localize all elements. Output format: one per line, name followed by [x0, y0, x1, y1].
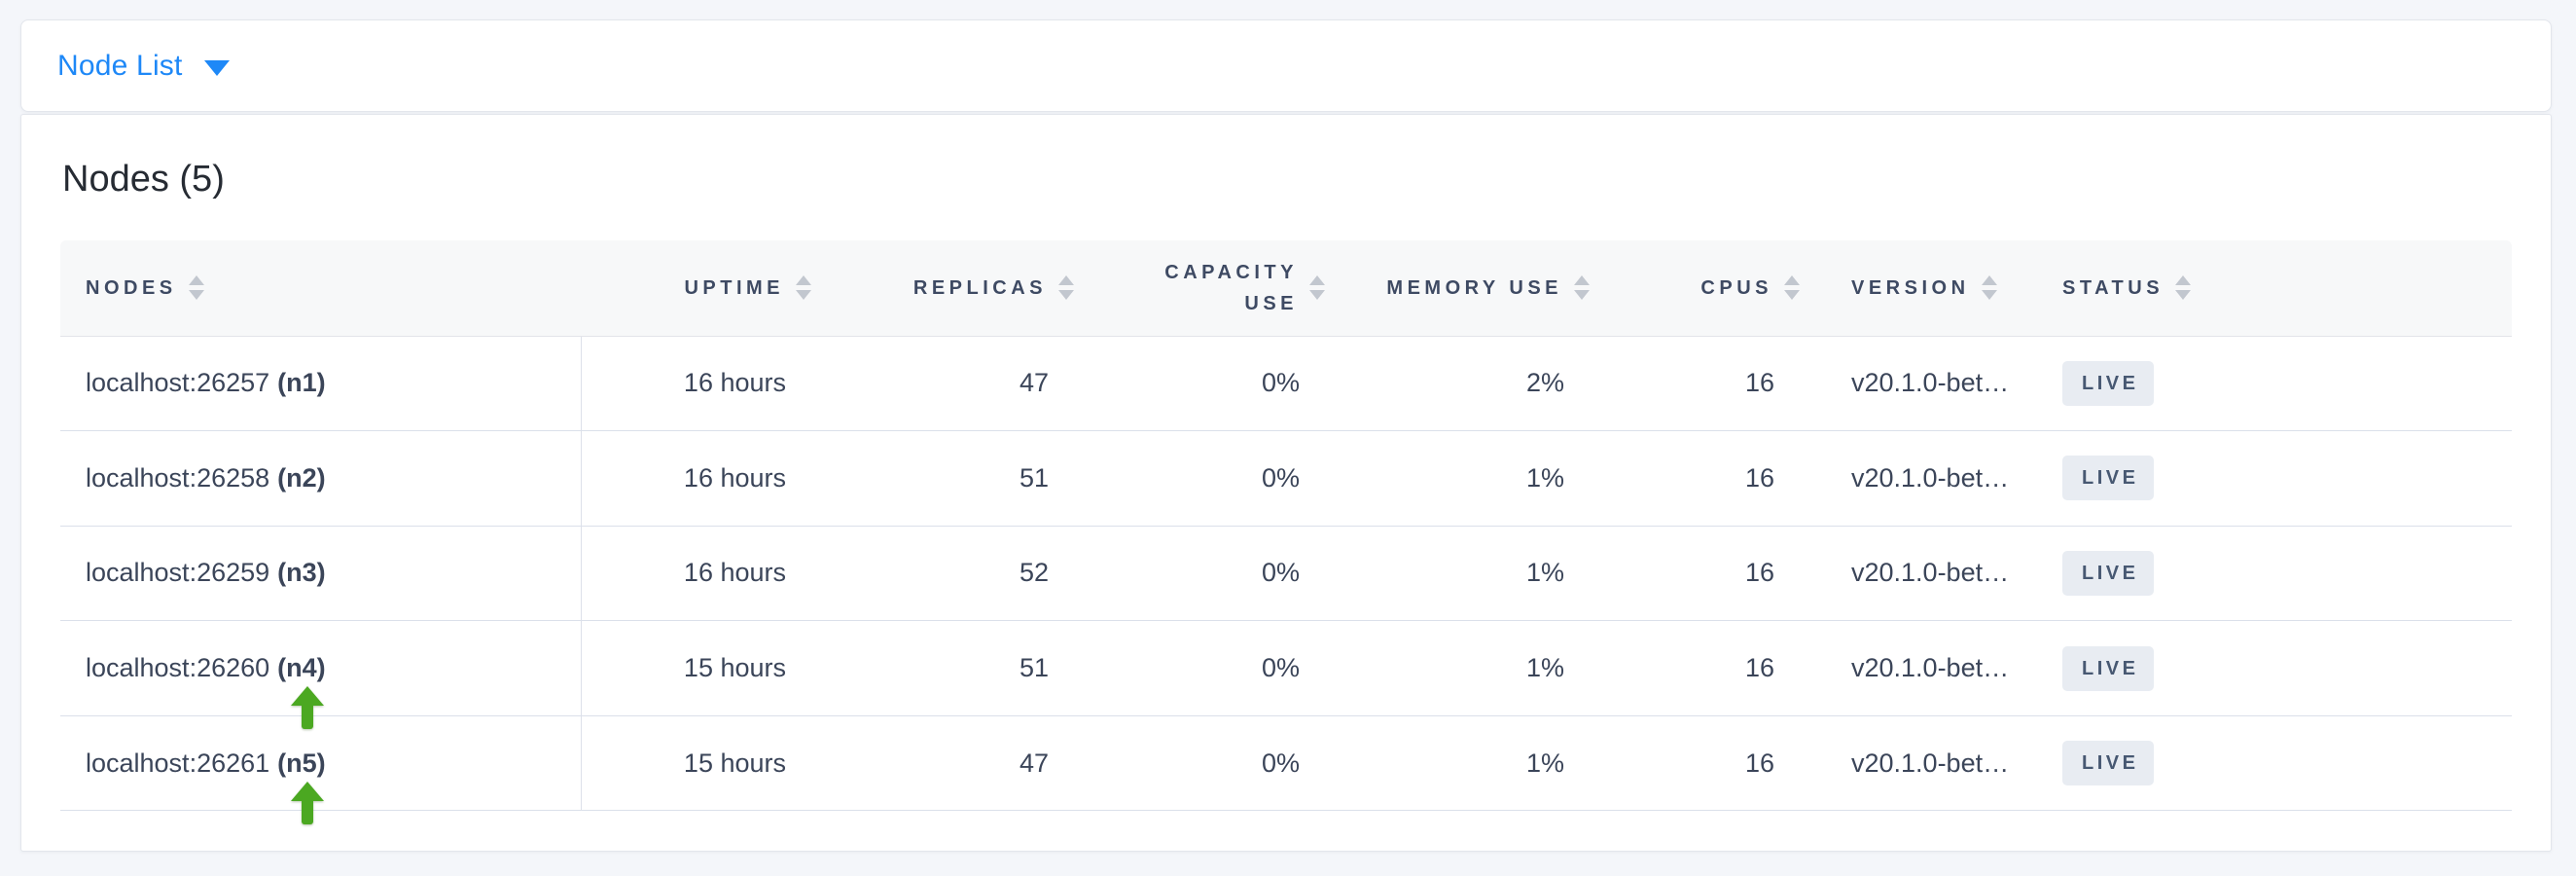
chevron-down-icon: [203, 59, 230, 76]
sort-header-version[interactable]: VERSION: [1817, 240, 2040, 337]
column-label: UPTIME: [684, 276, 784, 299]
cpus-cell: 16: [1607, 526, 1817, 622]
status-badge: LIVE: [2062, 550, 2155, 596]
cpus-cell: 16: [1607, 336, 1817, 432]
uptime-cell: 15 hours: [581, 620, 829, 716]
sort-header-capacity-use[interactable]: CAPACITY USE: [1091, 240, 1342, 337]
sort-icon: [2175, 275, 2192, 301]
memory-use-cell: 1%: [1342, 715, 1607, 812]
version-cell: v20.1.0-bet…: [1817, 620, 2040, 716]
node-address: localhost:26261: [86, 748, 270, 778]
column-label: MEMORY USE: [1386, 276, 1562, 299]
node-address: localhost:26257: [86, 368, 270, 398]
uptime-cell: 16 hours: [581, 430, 829, 527]
page-selector-card: Node List: [20, 19, 2552, 112]
sort-icon: [1981, 275, 1997, 301]
sort-header-memory-use[interactable]: MEMORY USE: [1342, 240, 1607, 337]
memory-use-cell: 2%: [1342, 336, 1607, 432]
node-address: localhost:26259: [86, 558, 270, 588]
annotation-arrow-up-n4: [291, 686, 324, 729]
cpus-cell: 16: [1607, 620, 1817, 716]
status-badge: LIVE: [2062, 456, 2155, 501]
node-list-dropdown[interactable]: Node List: [57, 50, 230, 83]
status-badge: LIVE: [2062, 645, 2155, 691]
version-cell: v20.1.0-bet…: [1817, 430, 2040, 527]
node-address: localhost:26260: [86, 653, 270, 683]
cpus-cell: 16: [1607, 715, 1817, 812]
table-header-row: NODES UPTIME REPLICAS: [60, 240, 2512, 337]
column-label: CPUS: [1700, 276, 1772, 299]
sort-icon: [188, 275, 204, 301]
capacity-use-cell: 0%: [1091, 620, 1342, 716]
capacity-use-cell: 0%: [1091, 430, 1342, 527]
version-cell: v20.1.0-bet…: [1817, 715, 2040, 812]
version-cell: v20.1.0-bet…: [1817, 526, 2040, 622]
sort-header-replicas[interactable]: REPLICAS: [829, 240, 1091, 337]
version-cell: v20.1.0-bet…: [1817, 336, 2040, 432]
column-label: REPLICAS: [912, 276, 1047, 299]
sort-header-cpus[interactable]: CPUS: [1607, 240, 1817, 337]
table-row[interactable]: localhost:26257 (n1) 16 hours 47 0% 2% 16…: [60, 336, 2512, 432]
nodes-table-wrap: NODES UPTIME REPLICAS: [60, 240, 2512, 824]
node-address: localhost:26258: [86, 462, 270, 493]
cpus-cell: 16: [1607, 430, 1817, 527]
memory-use-cell: 1%: [1342, 620, 1607, 716]
node-list-dropdown-label: Node List: [57, 49, 183, 82]
sort-icon: [1309, 275, 1325, 301]
sort-header-status[interactable]: STATUS: [2040, 240, 2512, 337]
column-label: CAPACITY USE: [1164, 261, 1298, 314]
uptime-cell: 16 hours: [581, 526, 829, 622]
capacity-use-cell: 0%: [1091, 526, 1342, 622]
memory-use-cell: 1%: [1342, 526, 1607, 622]
sort-icon: [1058, 275, 1074, 301]
sort-header-nodes[interactable]: NODES: [60, 240, 581, 337]
column-label: VERSION: [1851, 276, 1970, 299]
sort-icon: [1574, 275, 1590, 301]
table-row[interactable]: localhost:26260 (n4) 15 hours 51 0% 1% 16…: [60, 620, 2512, 716]
nodes-card: Nodes (5) NODES UPTIME: [20, 114, 2552, 852]
table-row[interactable]: localhost:26258 (n2) 16 hours 51 0% 1% 16…: [60, 430, 2512, 527]
sort-icon: [796, 275, 811, 301]
status-badge: LIVE: [2062, 741, 2155, 786]
node-id: (n1): [277, 368, 326, 398]
replicas-cell: 47: [829, 715, 1091, 812]
uptime-cell: 15 hours: [581, 715, 829, 812]
node-id: (n3): [277, 558, 326, 588]
replicas-cell: 47: [829, 336, 1091, 432]
replicas-cell: 51: [829, 620, 1091, 716]
uptime-cell: 16 hours: [581, 336, 829, 432]
page-title: Nodes (5): [62, 159, 225, 200]
replicas-cell: 51: [829, 430, 1091, 527]
replicas-cell: 52: [829, 526, 1091, 622]
column-label: STATUS: [2062, 276, 2165, 299]
nodes-table: NODES UPTIME REPLICAS: [60, 240, 2512, 812]
node-id: (n2): [277, 462, 326, 493]
capacity-use-cell: 0%: [1091, 715, 1342, 812]
capacity-use-cell: 0%: [1091, 336, 1342, 432]
sort-header-uptime[interactable]: UPTIME: [581, 240, 829, 337]
status-badge: LIVE: [2062, 360, 2155, 406]
column-label: NODES: [86, 276, 177, 299]
annotation-arrow-up-n5: [291, 782, 324, 824]
memory-use-cell: 1%: [1342, 430, 1607, 527]
table-row[interactable]: localhost:26259 (n3) 16 hours 52 0% 1% 16…: [60, 526, 2512, 622]
table-row[interactable]: localhost:26261 (n5) 15 hours 47 0% 1% 16…: [60, 715, 2512, 812]
sort-icon: [1784, 275, 1800, 301]
node-id: (n5): [277, 748, 326, 778]
node-id: (n4): [277, 653, 326, 683]
